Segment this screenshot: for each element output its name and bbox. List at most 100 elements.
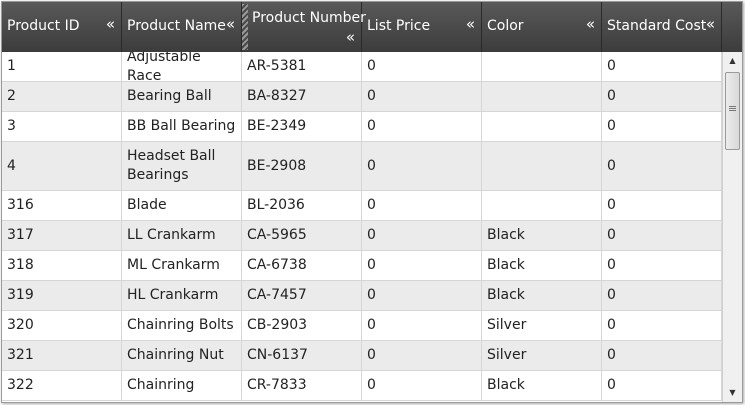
cell-list-price[interactable]: 0 [362, 251, 482, 280]
cell-product-name[interactable]: Bearing Ball [122, 82, 242, 111]
vertical-scrollbar[interactable]: ▲ ▼ [722, 52, 742, 402]
scrollbar-thumb[interactable] [725, 72, 740, 150]
cell-product-name[interactable]: Chainring Nut [122, 341, 242, 370]
table-row[interactable]: 321 Chainring Nut CN-6137 0 Silver 0 [2, 341, 722, 371]
cell-color[interactable] [482, 191, 602, 220]
table-row[interactable]: 316 Blade BL-2036 0 0 [2, 191, 722, 221]
column-header-product-number[interactable]: Product Number « [242, 2, 366, 52]
cell-color[interactable]: Silver [482, 311, 602, 340]
cell-product-name[interactable]: Blade [122, 191, 242, 220]
cell-product-name[interactable]: Chainring Bolts [122, 311, 242, 340]
cell-product-number[interactable]: CB-2903 [242, 311, 362, 340]
table-row[interactable]: 318 ML Crankarm CA-6738 0 Black 0 [2, 251, 722, 281]
column-drag-handle-icon[interactable] [242, 4, 248, 50]
cell-product-name[interactable]: ML Crankarm [122, 251, 242, 280]
column-menu-icon[interactable]: « [465, 15, 475, 33]
cell-product-name[interactable]: BB Ball Bearing [122, 112, 242, 141]
scroll-up-icon[interactable]: ▲ [729, 56, 736, 65]
cell-standard-cost[interactable]: 0 [602, 341, 722, 370]
column-header-product-id[interactable]: Product ID « [2, 2, 122, 52]
cell-list-price[interactable]: 0 [362, 82, 482, 111]
grid-header: Product ID « Product Name « Product Numb… [2, 2, 742, 52]
column-menu-icon[interactable]: « [345, 28, 355, 46]
cell-product-id[interactable]: 318 [2, 251, 122, 280]
table-row[interactable]: 322 Chainring CR-7833 0 Black 0 [2, 371, 722, 401]
cell-product-number[interactable]: BE-2349 [242, 112, 362, 141]
cell-product-number[interactable]: CA-6738 [242, 251, 362, 280]
column-menu-icon[interactable]: « [225, 15, 235, 33]
cell-product-number[interactable]: CA-7457 [242, 281, 362, 310]
cell-product-name[interactable]: Headset Ball Bearings [122, 142, 242, 190]
cell-list-price[interactable]: 0 [362, 221, 482, 250]
column-header-product-name[interactable]: Product Name « [122, 2, 242, 52]
table-row[interactable]: 319 HL Crankarm CA-7457 0 Black 0 [2, 281, 722, 311]
cell-color[interactable]: Black [482, 221, 602, 250]
cell-standard-cost[interactable]: 0 [602, 281, 722, 310]
cell-product-number[interactable]: AR-5381 [242, 52, 362, 81]
cell-standard-cost[interactable]: 0 [602, 82, 722, 111]
table-row[interactable]: 4 Headset Ball Bearings BE-2908 0 0 [2, 142, 722, 191]
cell-product-name[interactable]: Adjustable Race [122, 52, 242, 84]
table-row[interactable]: 3 BB Ball Bearing BE-2349 0 0 [2, 112, 722, 142]
scroll-down-icon[interactable]: ▼ [729, 388, 736, 397]
table-row[interactable]: 1 Adjustable Race AR-5381 0 0 [2, 52, 722, 84]
cell-product-id[interactable]: 4 [2, 142, 122, 190]
cell-standard-cost[interactable]: 0 [602, 311, 722, 340]
cell-color[interactable]: Black [482, 281, 602, 310]
table-row[interactable]: 317 LL Crankarm CA-5965 0 Black 0 [2, 221, 722, 251]
column-header-list-price[interactable]: List Price « [362, 2, 482, 52]
cell-product-id[interactable]: 3 [2, 112, 122, 141]
column-header-label: List Price [367, 18, 431, 34]
cell-list-price[interactable]: 0 [362, 281, 482, 310]
cell-list-price[interactable]: 0 [362, 52, 482, 81]
cell-product-id[interactable]: 316 [2, 191, 122, 220]
cell-list-price[interactable]: 0 [362, 142, 482, 190]
cell-color[interactable] [482, 142, 602, 190]
cell-product-id[interactable]: 1 [2, 52, 122, 81]
column-header-standard-cost[interactable]: Standard Cost « [602, 2, 722, 52]
cell-list-price[interactable]: 0 [362, 371, 482, 400]
table-row[interactable]: 2 Bearing Ball BA-8327 0 0 [2, 82, 722, 112]
cell-list-price[interactable]: 0 [362, 311, 482, 340]
cell-color[interactable]: Black [482, 371, 602, 400]
cell-product-number[interactable]: CA-5965 [242, 221, 362, 250]
cell-product-name[interactable]: LL Crankarm [122, 221, 242, 250]
cell-standard-cost[interactable]: 0 [602, 251, 722, 280]
table-row[interactable]: 320 Chainring Bolts CB-2903 0 Silver 0 [2, 311, 722, 341]
cell-color[interactable]: Black [482, 251, 602, 280]
cell-product-id[interactable]: 317 [2, 221, 122, 250]
column-header-label: Product Number [252, 10, 366, 26]
cell-color[interactable] [482, 82, 602, 111]
cell-product-number[interactable]: CR-7833 [242, 371, 362, 400]
cell-product-number[interactable]: BL-2036 [242, 191, 362, 220]
cell-product-id[interactable]: 322 [2, 371, 122, 400]
cell-product-number[interactable]: BA-8327 [242, 82, 362, 111]
cell-product-number[interactable]: BE-2908 [242, 142, 362, 190]
cell-color[interactable] [482, 112, 602, 141]
cell-standard-cost[interactable]: 0 [602, 191, 722, 220]
cell-standard-cost[interactable]: 0 [602, 142, 722, 190]
cell-standard-cost[interactable]: 0 [602, 371, 722, 400]
cell-product-number[interactable]: CN-6137 [242, 341, 362, 370]
cell-color[interactable]: Silver [482, 341, 602, 370]
cell-standard-cost[interactable]: 0 [602, 52, 722, 81]
cell-product-id[interactable]: 321 [2, 341, 122, 370]
cell-list-price[interactable]: 0 [362, 191, 482, 220]
cell-product-name[interactable]: HL Crankarm [122, 281, 242, 310]
column-header-color[interactable]: Color « [482, 2, 602, 52]
column-menu-icon[interactable]: « [105, 15, 115, 33]
column-menu-icon[interactable]: « [585, 15, 595, 33]
cell-standard-cost[interactable]: 0 [602, 112, 722, 141]
cell-standard-cost[interactable]: 0 [602, 221, 722, 250]
cell-product-id[interactable]: 319 [2, 281, 122, 310]
column-menu-icon[interactable]: « [705, 15, 715, 33]
cell-list-price[interactable]: 0 [362, 112, 482, 141]
cell-product-id[interactable]: 320 [2, 311, 122, 340]
cell-color[interactable] [482, 52, 602, 81]
cell-product-name[interactable]: Chainring [122, 371, 242, 400]
cell-list-price[interactable]: 0 [362, 341, 482, 370]
column-header-label: Product ID [7, 18, 80, 34]
thumb-grip-icon [729, 106, 736, 112]
cell-product-id[interactable]: 2 [2, 82, 122, 111]
